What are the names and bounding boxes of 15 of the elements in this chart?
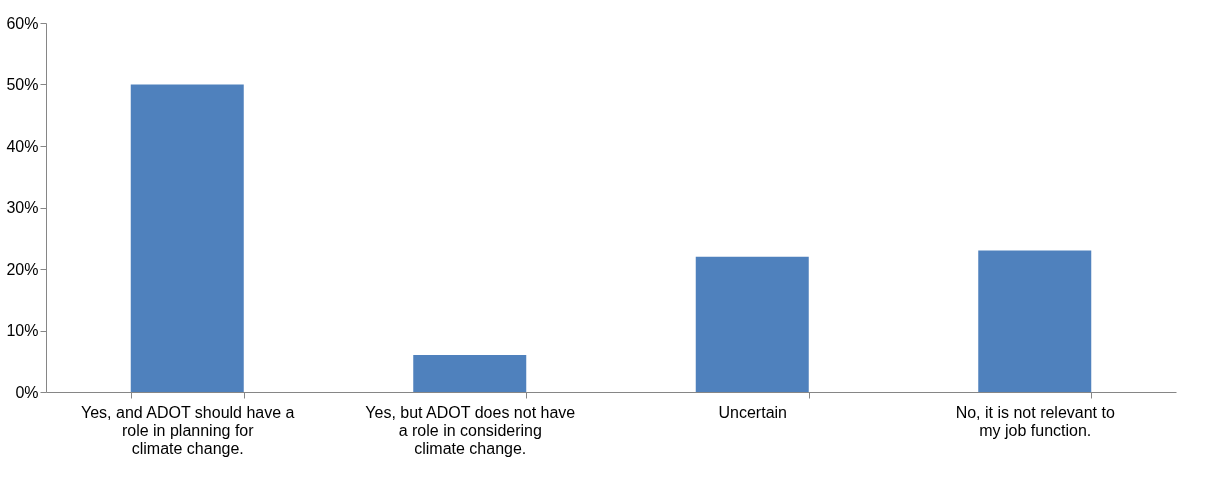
y-tick-label: 60% [6,14,39,32]
y-tick-label: 30% [6,199,39,216]
bar [130,84,244,392]
y-tick-label: 20% [6,260,39,278]
y-tick-label: 0% [15,383,39,401]
bar [695,256,809,392]
y-tick-label: 40% [6,137,39,155]
x-tick-label: Yes, but ADOT does not have a role in considering climate change. [365,403,576,457]
x-tick-label: Uncertain [718,403,787,421]
x-tick-label: No, it is not relevant to my job function. [955,403,1115,439]
x-tick-label: Yes, and ADOT should have a role in planning for climate change. [81,403,295,457]
bar [978,250,1092,392]
bar [413,355,527,392]
y-tick-label: 50% [6,76,39,93]
y-tick-label: 10% [6,322,39,339]
